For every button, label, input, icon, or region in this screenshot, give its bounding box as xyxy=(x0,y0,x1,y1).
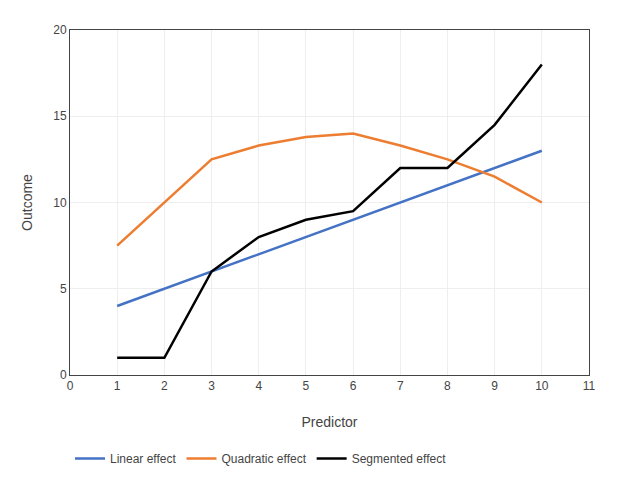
svg-text:8: 8 xyxy=(444,379,451,393)
svg-text:11: 11 xyxy=(583,379,596,393)
svg-text:9: 9 xyxy=(491,379,498,393)
svg-text:Quadratic effect: Quadratic effect xyxy=(221,452,306,466)
svg-text:Predictor: Predictor xyxy=(301,414,357,430)
svg-text:20: 20 xyxy=(53,23,67,37)
svg-text:6: 6 xyxy=(350,379,357,393)
svg-text:15: 15 xyxy=(53,109,67,123)
svg-text:3: 3 xyxy=(208,379,215,393)
svg-text:4: 4 xyxy=(255,379,262,393)
svg-text:0: 0 xyxy=(60,368,67,382)
svg-text:5: 5 xyxy=(60,282,67,296)
svg-text:Linear effect: Linear effect xyxy=(110,452,176,466)
svg-text:2: 2 xyxy=(161,379,168,393)
svg-text:7: 7 xyxy=(397,379,404,393)
svg-text:10: 10 xyxy=(53,196,67,210)
svg-text:10: 10 xyxy=(535,379,549,393)
svg-text:Outcome: Outcome xyxy=(19,174,35,231)
svg-text:0: 0 xyxy=(67,379,74,393)
svg-text:1: 1 xyxy=(114,379,121,393)
svg-text:5: 5 xyxy=(303,379,310,393)
svg-text:Segmented effect: Segmented effect xyxy=(352,452,447,466)
